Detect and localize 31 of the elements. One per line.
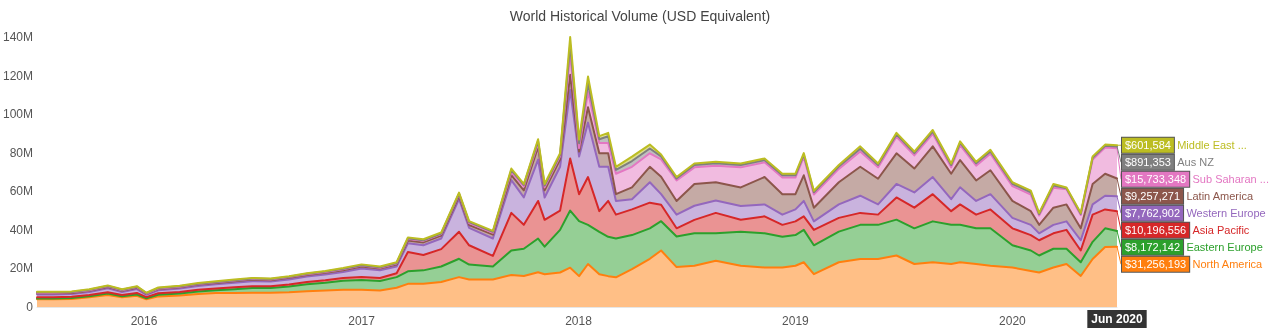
text: Eastern Europe — [1186, 241, 1263, 254]
legend-label: Aus NZ — [1177, 156, 1215, 169]
data-label: $7,762,902 — [1125, 207, 1181, 220]
text: Jun 2020 — [1091, 312, 1143, 326]
data-label: $31,256,193 — [1125, 258, 1187, 271]
x-tick-label: 2016 — [130, 314, 158, 328]
text: North America — [1192, 258, 1264, 271]
text: Western Europe — [1186, 207, 1266, 220]
text: Asia Pacific — [1192, 224, 1250, 237]
y-tick-label: 140M — [2, 30, 34, 44]
data-label: $9,257,271 — [1125, 190, 1181, 203]
data-label: $10,196,556 — [1125, 224, 1187, 237]
text: Latin America — [1186, 190, 1254, 203]
y-tick-label: 40M — [9, 222, 34, 237]
y-tick-label: 100M — [2, 107, 34, 122]
y-tick-label: 60M — [9, 184, 34, 199]
data-label: $601,584 — [1125, 139, 1171, 152]
y-tick-label: 0 — [26, 300, 34, 314]
chart-title: World Historical Volume (USD Equivalent) — [509, 8, 771, 24]
text: Sub Saharan ... — [1192, 173, 1269, 186]
x-tick-label: 2018 — [565, 314, 593, 328]
y-tick-label: 80M — [9, 145, 34, 160]
data-label: $8,172,142 — [1125, 241, 1181, 254]
data-label: $15,733,348 — [1125, 173, 1187, 186]
x-tick-label: 2019 — [782, 314, 810, 328]
y-tick-label: 20M — [9, 261, 34, 276]
y-tick-label: 120M — [2, 68, 34, 83]
x-tick-label: 2017 — [348, 314, 376, 328]
legend-label: Middle East ... — [1177, 139, 1247, 152]
data-label: $891,353 — [1125, 156, 1171, 169]
x-tick-label: 2020 — [999, 314, 1027, 328]
